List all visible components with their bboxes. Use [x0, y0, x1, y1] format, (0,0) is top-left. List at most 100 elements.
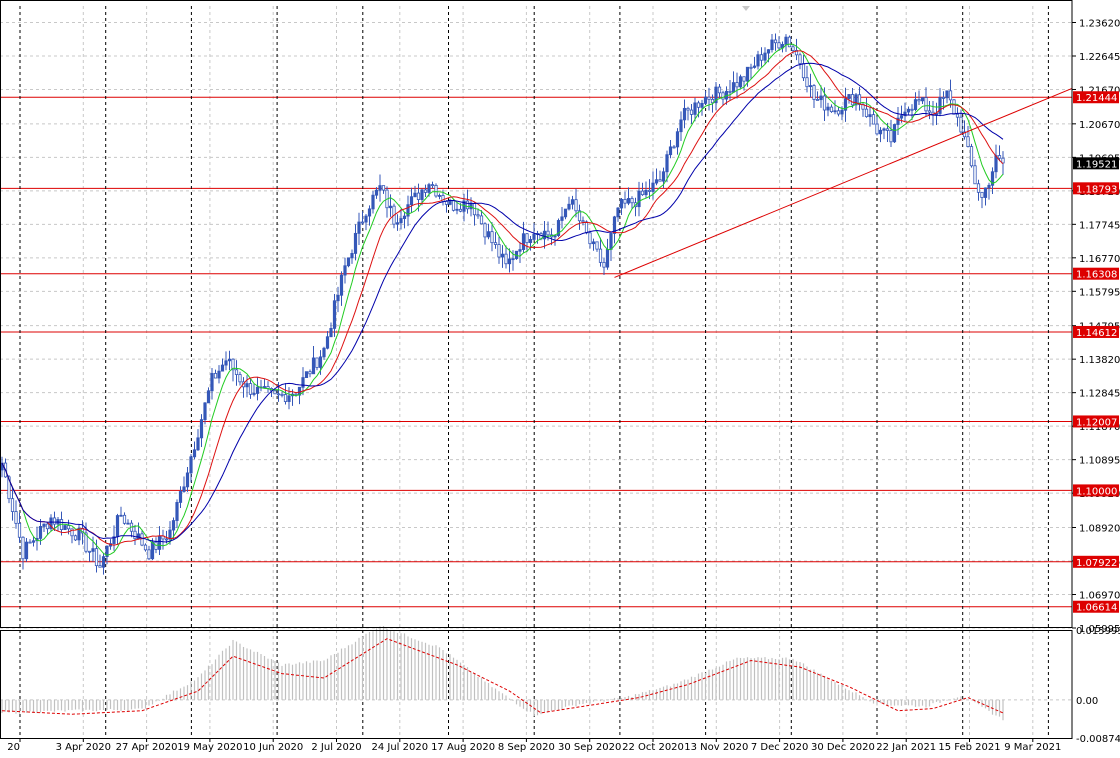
- candle-body: [619, 199, 624, 209]
- candle-body: [773, 39, 778, 44]
- price-tick-label: 1.13820: [1079, 355, 1120, 366]
- candle-body: [959, 116, 963, 133]
- level-price-tag: [1073, 182, 1119, 195]
- level-price-text: 1.21444: [1076, 93, 1117, 104]
- candle-body: [448, 200, 452, 205]
- level-price-tag: [1073, 91, 1119, 104]
- candle-body: [805, 77, 809, 88]
- candle-body: [668, 146, 673, 156]
- candle-body: [420, 189, 424, 200]
- candle-body: [171, 520, 176, 531]
- current-price-tag: [1073, 157, 1119, 170]
- time-tick-label: 27 Apr 2020: [116, 742, 178, 753]
- candle-body: [700, 102, 704, 108]
- candle-body: [175, 502, 179, 521]
- candle-body: [14, 511, 18, 524]
- candle-body: [637, 190, 641, 208]
- candle-body: [213, 373, 218, 379]
- candle-body: [10, 498, 15, 512]
- level-price-tag: [1073, 555, 1119, 568]
- candle-body: [196, 437, 200, 451]
- candle-body: [994, 155, 998, 173]
- candle-body: [570, 199, 575, 205]
- candle-body: [1001, 157, 1005, 164]
- candle-body: [885, 128, 890, 131]
- candle-body: [864, 108, 869, 118]
- candle-body: [28, 541, 32, 544]
- candle-body: [822, 95, 827, 111]
- time-tick-label: 22 Jan 2021: [876, 742, 936, 753]
- candle-body: [84, 532, 88, 552]
- candle-body: [927, 110, 932, 113]
- candle-body: [395, 222, 400, 225]
- candle-body: [483, 223, 487, 238]
- candle-body: [899, 115, 904, 119]
- candle-body: [675, 131, 680, 148]
- candle-body: [892, 124, 897, 143]
- candle-body: [749, 66, 753, 69]
- candle-body: [77, 527, 81, 541]
- candle-body: [640, 190, 645, 196]
- candle-body: [346, 257, 351, 267]
- candle-body: [374, 189, 379, 196]
- candle-body: [525, 233, 529, 244]
- candle-body: [878, 129, 883, 135]
- level-price-text: 1.06614: [1076, 603, 1117, 614]
- candle-body: [70, 528, 74, 537]
- price-tick-label: 1.11870: [1079, 422, 1120, 433]
- oscillator-tick-label: -0.008748: [1076, 734, 1120, 745]
- candle-body: [273, 390, 277, 395]
- candle-body: [276, 393, 281, 396]
- time-tick-label: 3 Apr 2020: [56, 742, 111, 753]
- candle-body: [133, 530, 137, 540]
- trendline[interactable]: [614, 87, 1073, 278]
- candle-body: [910, 108, 914, 111]
- time-tick-label: 19 May 2020: [177, 742, 242, 753]
- candle-body: [563, 208, 568, 218]
- level-price-text: 1.10000: [1076, 486, 1117, 497]
- time-tick-label: 2 Jul 2020: [311, 742, 361, 753]
- time-tick-label: 20: [7, 742, 20, 753]
- time-tick-label: 8 Sep 2020: [498, 742, 555, 753]
- candle-body: [581, 220, 585, 223]
- candle-body: [248, 383, 253, 395]
- candle-body: [430, 184, 435, 187]
- price-labels: 1.21444 1.18793 1.16308 1.14612 1.12007 1.100…: [1073, 91, 1119, 614]
- candle-body: [465, 200, 470, 210]
- candle-body: [962, 131, 967, 138]
- candle-body: [689, 109, 694, 115]
- candle-body: [815, 99, 820, 101]
- candle-body: [511, 258, 515, 261]
- candle-body: [829, 106, 834, 113]
- candle-body: [220, 364, 225, 372]
- candle-body: [826, 106, 830, 111]
- candle-body: [315, 357, 319, 368]
- candle-body: [577, 210, 582, 222]
- candle-body: [609, 233, 613, 250]
- oscillator-tick-label: 0.00: [1076, 696, 1098, 707]
- candle-body: [252, 393, 256, 395]
- candle-body: [245, 383, 249, 388]
- candle-body: [591, 241, 596, 245]
- candle-body: [707, 96, 711, 100]
- time-axis: 20 3 Apr 2020 27 Apr 2020 19 May 2020 10 Jun…: [7, 738, 1061, 753]
- price-tick-label: 1.10895: [1079, 456, 1120, 467]
- candle-body: [553, 235, 557, 238]
- price-tick-label: 1.22645: [1079, 52, 1120, 63]
- candle-body: [343, 265, 347, 276]
- candle-body: [105, 545, 109, 558]
- candle-body: [31, 540, 36, 543]
- candle-body: [745, 66, 750, 82]
- level-price-text: 1.07922: [1076, 558, 1117, 569]
- candle-body: [336, 294, 340, 302]
- time-tick-label: 30 Dec 2020: [811, 742, 875, 753]
- candle-body: [210, 373, 214, 392]
- level-price-tag: [1073, 415, 1119, 428]
- candle-body: [731, 82, 736, 93]
- candle-body: [388, 205, 393, 209]
- candle-body: [339, 274, 344, 296]
- candle-body: [224, 360, 228, 366]
- candle-body: [696, 102, 701, 108]
- candle-body: [654, 179, 659, 184]
